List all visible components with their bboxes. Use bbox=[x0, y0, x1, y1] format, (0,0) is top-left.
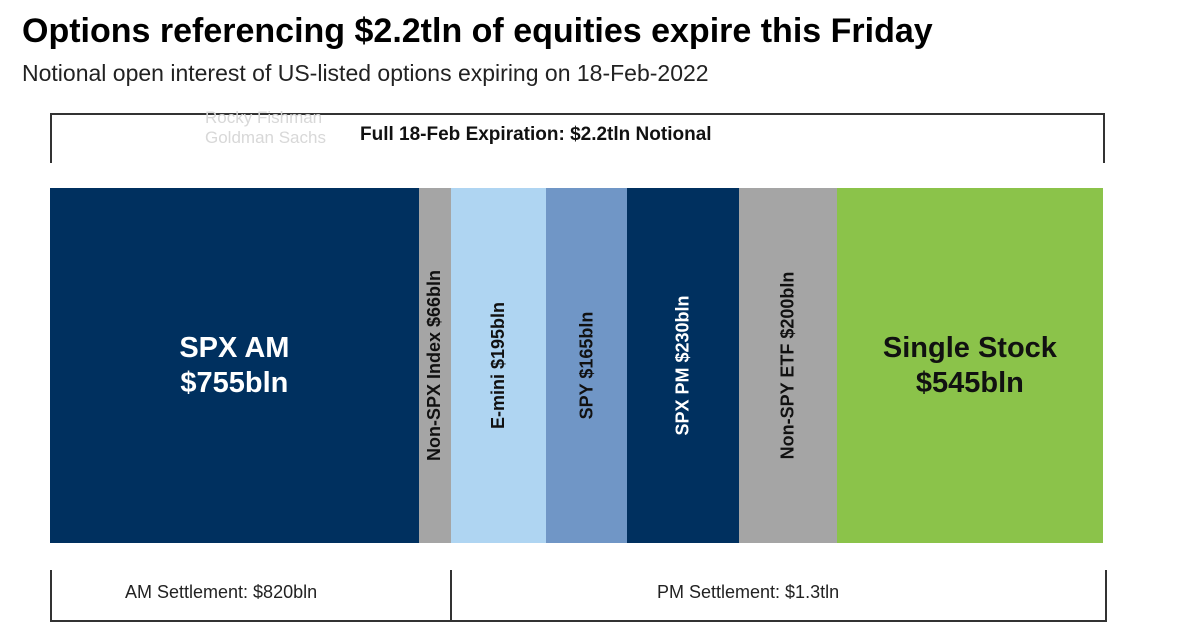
watermark-line: Goldman Sachs bbox=[205, 128, 326, 147]
bar-segment-non-spy-etf: Non-SPY ETF $200bln bbox=[739, 188, 837, 543]
am-settlement-label: AM Settlement: $820bln bbox=[125, 582, 318, 602]
settlement-divider bbox=[450, 570, 452, 620]
pm-settlement-label: PM Settlement: $1.3tln bbox=[657, 582, 840, 602]
stacked-bar: SPX AM $755bln Non-SPX Index $66bln E-mini … bbox=[50, 188, 1103, 543]
segment-label: SPX AM $755bln bbox=[179, 331, 289, 401]
watermark-line: Rocky Fishman bbox=[205, 108, 323, 127]
segment-label: Non-SPY ETF $200bln bbox=[777, 271, 798, 460]
segment-label: SPX PM $230bln bbox=[672, 295, 693, 436]
total-label: Full 18-Feb Expiration: $2.2tln Notional bbox=[360, 124, 712, 145]
segment-label: E-mini $195bln bbox=[488, 301, 509, 430]
settlement-bracket bbox=[50, 570, 1107, 622]
segment-label-line: $755bln bbox=[180, 366, 289, 399]
bar-segment-spy: SPY $165bln bbox=[546, 188, 627, 543]
segment-label: SPY $165bln bbox=[576, 311, 597, 420]
segment-label-line: $545bln bbox=[915, 366, 1024, 399]
watermark: Rocky Fishman Goldman Sachs bbox=[205, 108, 326, 148]
segment-label-line: Single Stock bbox=[882, 331, 1057, 364]
bar-segment-single-stock: Single Stock $545bln bbox=[836, 188, 1103, 543]
chart-title: Options referencing $2.2tln of equities … bbox=[22, 12, 933, 50]
segment-label: Non-SPX Index $66bln bbox=[424, 269, 445, 462]
total-bracket bbox=[50, 113, 1105, 163]
segment-label-line: SPX AM bbox=[179, 331, 290, 364]
bar-segment-spx-am: SPX AM $755bln bbox=[50, 188, 419, 543]
bar-segment-non-spx-index: Non-SPX Index $66bln bbox=[418, 188, 451, 543]
chart-subtitle: Notional open interest of US-listed opti… bbox=[22, 60, 709, 86]
segment-label: Single Stock $545bln bbox=[883, 331, 1057, 401]
bar-segment-e-mini: E-mini $195bln bbox=[450, 188, 547, 543]
bar-segment-spx-pm: SPX PM $230bln bbox=[626, 188, 740, 543]
